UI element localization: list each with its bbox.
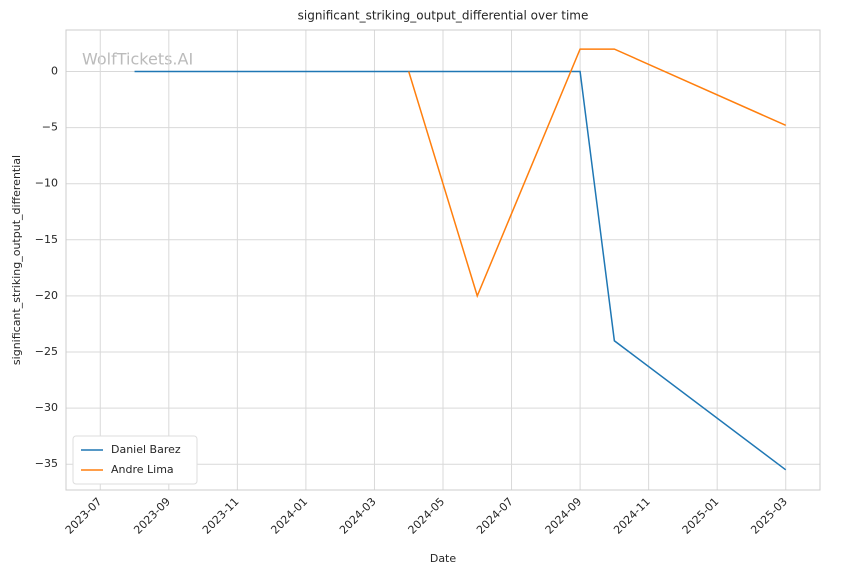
legend-label: Daniel Barez: [111, 443, 181, 456]
plot-frame: [65, 29, 821, 491]
watermark: WolfTickets.AI: [82, 50, 193, 69]
legend-box: [72, 435, 198, 485]
y-tick-label: −25: [35, 345, 58, 358]
x-tick-label: 2024-03: [337, 495, 379, 537]
legend-label: Andre Lima: [111, 463, 174, 476]
y-tick-label: −10: [35, 177, 58, 190]
y-tick-label: −20: [35, 289, 58, 302]
x-tick-label: 2024-05: [406, 495, 448, 537]
x-axis-label: Date: [430, 552, 457, 565]
x-tick-label: 2025-03: [748, 495, 790, 537]
y-axis-label: significant_striking_output_differential: [10, 155, 23, 365]
x-tick-label: 2024-09: [543, 495, 585, 537]
x-tick-label: 2024-07: [474, 495, 516, 537]
y-tick-label: 0: [51, 65, 58, 78]
chart-title: significant_striking_output_differential…: [298, 9, 589, 23]
x-tick-label: 2023-11: [200, 495, 242, 537]
series-line: [408, 48, 787, 299]
y-tick-label: −15: [35, 233, 58, 246]
x-tick-label: 2024-01: [268, 495, 310, 537]
x-tick-label: 2023-09: [131, 495, 173, 537]
x-tick-label: 2023-07: [63, 495, 105, 537]
y-tick-label: −5: [42, 121, 58, 134]
y-tick-label: −30: [35, 401, 58, 414]
x-tick-label: 2025-01: [680, 495, 722, 537]
y-tick-label: −35: [35, 457, 58, 470]
series-line: [134, 70, 787, 471]
x-tick-label: 2024-11: [611, 495, 653, 537]
